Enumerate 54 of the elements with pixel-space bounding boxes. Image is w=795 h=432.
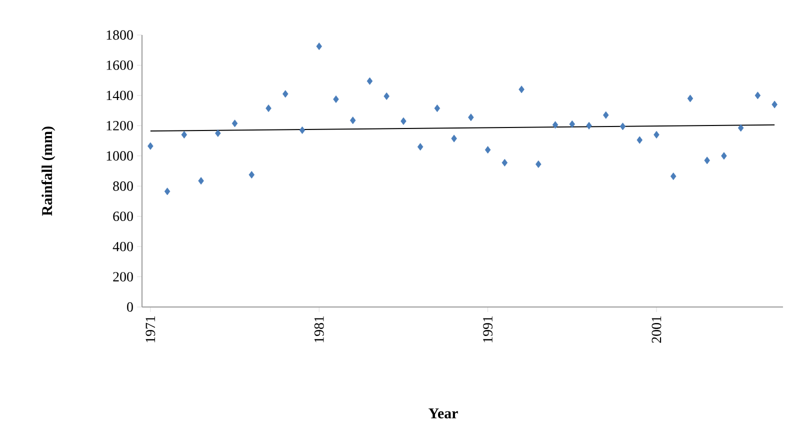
- point: [754, 92, 761, 100]
- x-tick-label: 1981: [314, 316, 324, 342]
- point: [164, 188, 170, 196]
- y-axis-title: Rainfall (mm): [41, 126, 56, 216]
- point: [620, 122, 626, 130]
- point: [687, 94, 694, 102]
- point: [299, 126, 306, 134]
- point: [266, 104, 272, 112]
- point: [738, 124, 744, 132]
- y-tick-label: 800: [113, 181, 133, 191]
- point: [552, 121, 558, 129]
- point: [721, 152, 727, 160]
- x-tick-label: 1991: [483, 316, 492, 342]
- y-tick-label: 1200: [106, 120, 133, 130]
- point: [468, 114, 474, 122]
- point: [400, 117, 406, 125]
- point: [350, 116, 356, 124]
- y-tick-label: 400: [112, 242, 133, 252]
- point: [484, 146, 491, 154]
- point: [772, 100, 778, 108]
- y-tick-label: 200: [113, 272, 133, 282]
- x-axis-title: Year: [428, 408, 458, 418]
- point: [502, 158, 508, 166]
- point: [451, 134, 457, 142]
- point: [148, 142, 154, 150]
- point: [282, 90, 288, 98]
- y-tick-label: 600: [113, 212, 133, 222]
- point: [518, 86, 524, 94]
- point: [232, 120, 238, 128]
- point: [215, 129, 221, 138]
- y-tick-label: 1600: [106, 60, 133, 70]
- y-tick-label: 1800: [106, 30, 133, 40]
- point: [198, 177, 204, 185]
- y-tick-label: 0: [127, 302, 133, 312]
- y-tick-label: 1400: [106, 90, 133, 100]
- point: [248, 170, 255, 179]
- x-tick-label: 1971: [146, 316, 156, 342]
- point: [417, 143, 424, 151]
- point: [536, 160, 542, 168]
- point: [366, 77, 373, 85]
- point: [434, 104, 440, 112]
- point: [602, 111, 609, 119]
- point: [636, 136, 643, 144]
- point: [586, 122, 592, 130]
- point: [384, 92, 390, 100]
- point: [333, 95, 339, 104]
- y-tick-label: 1000: [106, 151, 133, 161]
- x-tick-label: 2001: [652, 316, 662, 343]
- point: [670, 172, 676, 180]
- point: [316, 42, 322, 50]
- point: [654, 130, 660, 139]
- point: [569, 120, 576, 128]
- point: [181, 130, 188, 139]
- point: [704, 156, 710, 164]
